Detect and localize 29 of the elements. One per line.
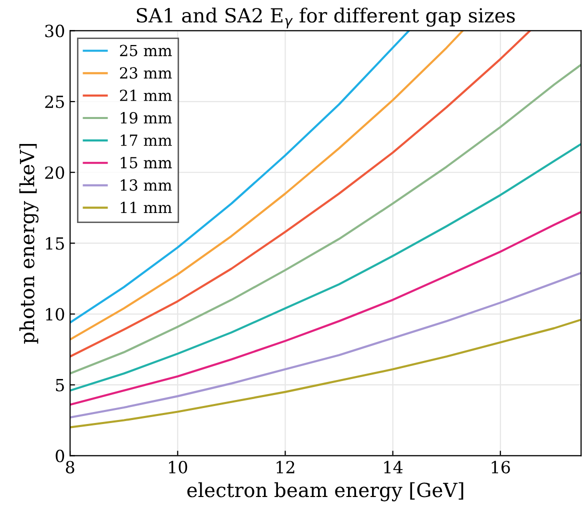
legend-label: 19 mm — [120, 112, 172, 124]
y-tick-label: 25 — [45, 96, 64, 108]
line-series — [70, 272, 582, 418]
legend-label: 13 mm — [120, 179, 172, 191]
legend-label: 11 mm — [120, 202, 172, 214]
legend-label: 23 mm — [120, 67, 172, 79]
legend-label: 25 mm — [120, 44, 172, 56]
y-tick-label: 30 — [45, 24, 64, 38]
y-tick-label: 10 — [46, 308, 64, 321]
legend-label: 15 mm — [120, 156, 172, 168]
y-tick-label: 0 — [56, 450, 64, 462]
legend-label: 21 mm — [120, 90, 172, 101]
line-series — [70, 30, 532, 358]
line-series — [70, 30, 464, 341]
y-tick-label: 20 — [45, 166, 64, 179]
chart-title: SA1 and SA2 E$_{γ}$ for different gap sizes — [136, 8, 515, 28]
x-tick-label: 10 — [169, 460, 188, 474]
line-series — [70, 64, 582, 375]
y-tick-label: 15 — [46, 237, 64, 250]
x-tick-label: 14 — [384, 460, 403, 474]
legend-label: 17 mm — [120, 134, 172, 146]
x-tick-label: 8 — [66, 460, 74, 474]
y-tick-label: 5 — [56, 379, 64, 392]
x-axis-title: electron beam energy [GeV] — [187, 482, 464, 502]
line-series — [70, 30, 410, 324]
x-tick-label: 12 — [276, 460, 294, 474]
x-tick-label: 16 — [492, 460, 510, 474]
y-axis-title: photon energy [keV] — [19, 144, 38, 344]
line-series — [70, 318, 582, 428]
